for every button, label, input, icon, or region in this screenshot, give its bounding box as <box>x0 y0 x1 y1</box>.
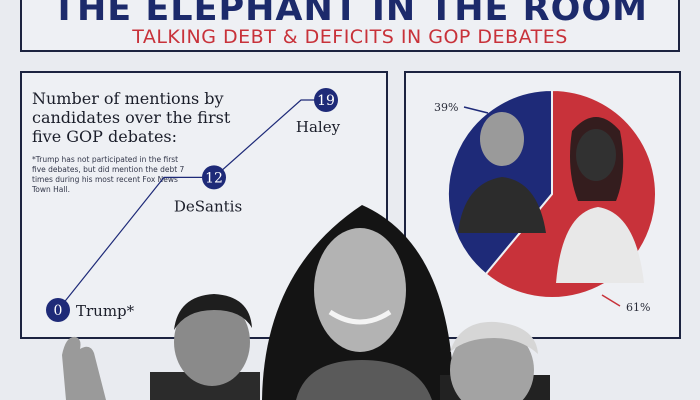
category-label: Trump* <box>76 302 135 320</box>
data-point-trump: 0 Trump* <box>46 298 135 322</box>
chart-footnote: *Trump has not participated in the first… <box>32 155 185 194</box>
data-point-desantis: 12 DeSantis <box>174 165 242 215</box>
mentions-chart-panel: Number of mentions by candidates over th… <box>20 71 388 339</box>
mentions-line-chart: 0 Trump* 12 DeSantis 19 Haley <box>46 88 341 322</box>
leader-line <box>601 294 621 307</box>
desantis-portrait <box>480 112 524 166</box>
desantis-suit <box>458 177 546 233</box>
page-title: THE ELEPHANT IN THE ROOM <box>52 0 648 29</box>
pie-label-haley: 61% <box>601 294 650 314</box>
point-marker <box>202 165 226 190</box>
data-value-label: 0 <box>54 303 63 319</box>
title-box: THE ELEPHANT IN THE ROOM TALKING DEBT & … <box>20 0 680 52</box>
category-label: DeSantis <box>174 197 242 215</box>
chart-title: Number of mentions by candidates over th… <box>32 89 231 146</box>
data-point-haley: 19 Haley <box>296 88 341 136</box>
point-marker <box>46 298 70 322</box>
share-pie-chart: 39% 61% <box>434 88 657 314</box>
leader-line <box>463 106 489 114</box>
share-pie-panel: 39% 61% <box>404 71 681 339</box>
data-value-label: 19 <box>317 93 335 109</box>
point-marker <box>314 88 338 112</box>
haley-hair <box>570 117 624 201</box>
pie-label-desantis: 39% <box>434 101 489 114</box>
category-label: Haley <box>296 118 341 136</box>
pie-value-label: 39% <box>434 101 458 114</box>
haley-jacket <box>556 207 644 283</box>
data-value-label: 12 <box>205 170 223 186</box>
pie-value-label: 61% <box>626 301 650 314</box>
page-subtitle: TALKING DEBT & DEFICITS IN GOP DEBATES <box>132 26 568 48</box>
